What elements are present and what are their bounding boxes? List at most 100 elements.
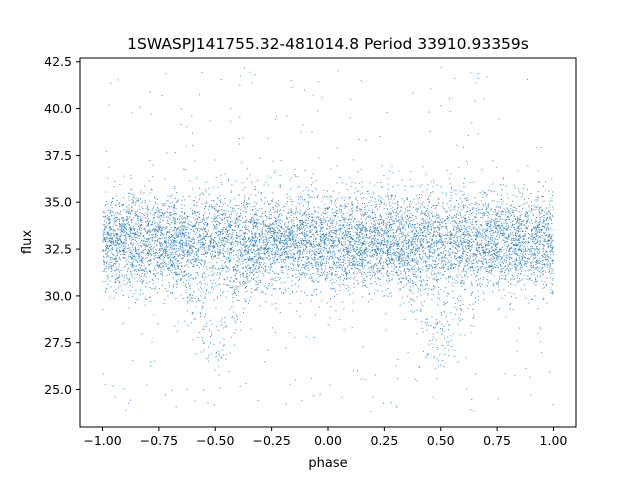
data-point (253, 240, 255, 242)
data-point (249, 266, 251, 268)
data-point (511, 247, 513, 249)
data-point (396, 234, 398, 236)
data-point (425, 260, 427, 262)
data-point (176, 280, 178, 282)
data-point (313, 253, 315, 255)
data-point (183, 230, 185, 232)
data-point (169, 259, 171, 261)
data-point (159, 227, 161, 229)
data-point (378, 243, 380, 245)
data-point (115, 239, 117, 241)
data-point (302, 231, 304, 233)
data-point (336, 244, 338, 246)
data-point (495, 254, 497, 256)
data-point (430, 250, 432, 252)
data-point (536, 225, 538, 227)
data-point (496, 244, 498, 246)
data-point (380, 202, 382, 204)
data-point (466, 211, 468, 213)
data-point (325, 233, 327, 235)
data-point (154, 229, 156, 231)
data-point (534, 252, 536, 254)
data-point (319, 231, 321, 233)
data-point (109, 218, 111, 220)
data-point (505, 274, 507, 276)
data-point (443, 235, 445, 237)
data-point (287, 276, 289, 278)
data-point (298, 264, 300, 266)
data-point (462, 303, 464, 305)
data-point (439, 237, 441, 239)
data-point (202, 272, 204, 274)
data-point (508, 237, 510, 239)
data-point (407, 281, 409, 283)
data-point (442, 201, 444, 203)
data-point (433, 221, 435, 223)
data-point (336, 221, 338, 223)
data-point (515, 243, 517, 245)
data-point (170, 248, 172, 250)
data-point (287, 225, 289, 227)
data-point (450, 256, 452, 258)
data-point (527, 233, 529, 235)
data-point (317, 194, 319, 196)
data-point (414, 237, 416, 239)
data-point (137, 235, 139, 236)
data-point (151, 209, 153, 211)
data-point (458, 245, 460, 247)
data-point (210, 240, 212, 242)
data-point (380, 229, 382, 231)
data-point (282, 253, 284, 255)
data-point (473, 254, 475, 256)
data-point (413, 268, 415, 270)
data-point (394, 235, 396, 237)
data-point (396, 251, 398, 253)
data-point (497, 283, 499, 285)
data-point (486, 225, 488, 227)
data-point (209, 206, 211, 208)
data-point (164, 298, 166, 300)
data-point (459, 282, 461, 284)
data-point (141, 224, 143, 226)
data-point (243, 202, 245, 204)
data-point (463, 241, 465, 243)
data-point (216, 231, 218, 233)
data-point (433, 179, 435, 181)
data-point (197, 298, 199, 300)
data-point (436, 276, 438, 278)
data-point (347, 233, 349, 235)
data-point (126, 259, 128, 261)
data-point (369, 182, 371, 184)
data-point (271, 231, 273, 233)
data-point (110, 237, 112, 239)
data-point (339, 238, 341, 240)
data-point (424, 247, 426, 249)
data-point (166, 253, 168, 255)
data-point (102, 308, 104, 310)
data-point (163, 219, 165, 221)
data-point (313, 226, 315, 228)
data-point (341, 197, 343, 199)
data-point (375, 263, 377, 265)
data-point (166, 250, 168, 252)
data-point (228, 211, 230, 213)
data-point (275, 243, 277, 245)
data-point (429, 217, 431, 219)
data-point (415, 194, 417, 196)
data-point (280, 267, 282, 269)
data-point (505, 241, 507, 243)
data-point (252, 236, 254, 238)
data-point (123, 257, 125, 259)
data-point (141, 261, 143, 263)
data-point (337, 261, 339, 263)
data-point (322, 246, 324, 248)
data-point (327, 206, 329, 208)
data-point (419, 310, 421, 312)
data-point (443, 268, 445, 270)
data-point (119, 269, 121, 271)
data-point (509, 229, 511, 231)
data-point (320, 224, 322, 226)
data-point (251, 82, 253, 84)
data-point (203, 272, 205, 274)
data-point (267, 233, 269, 235)
